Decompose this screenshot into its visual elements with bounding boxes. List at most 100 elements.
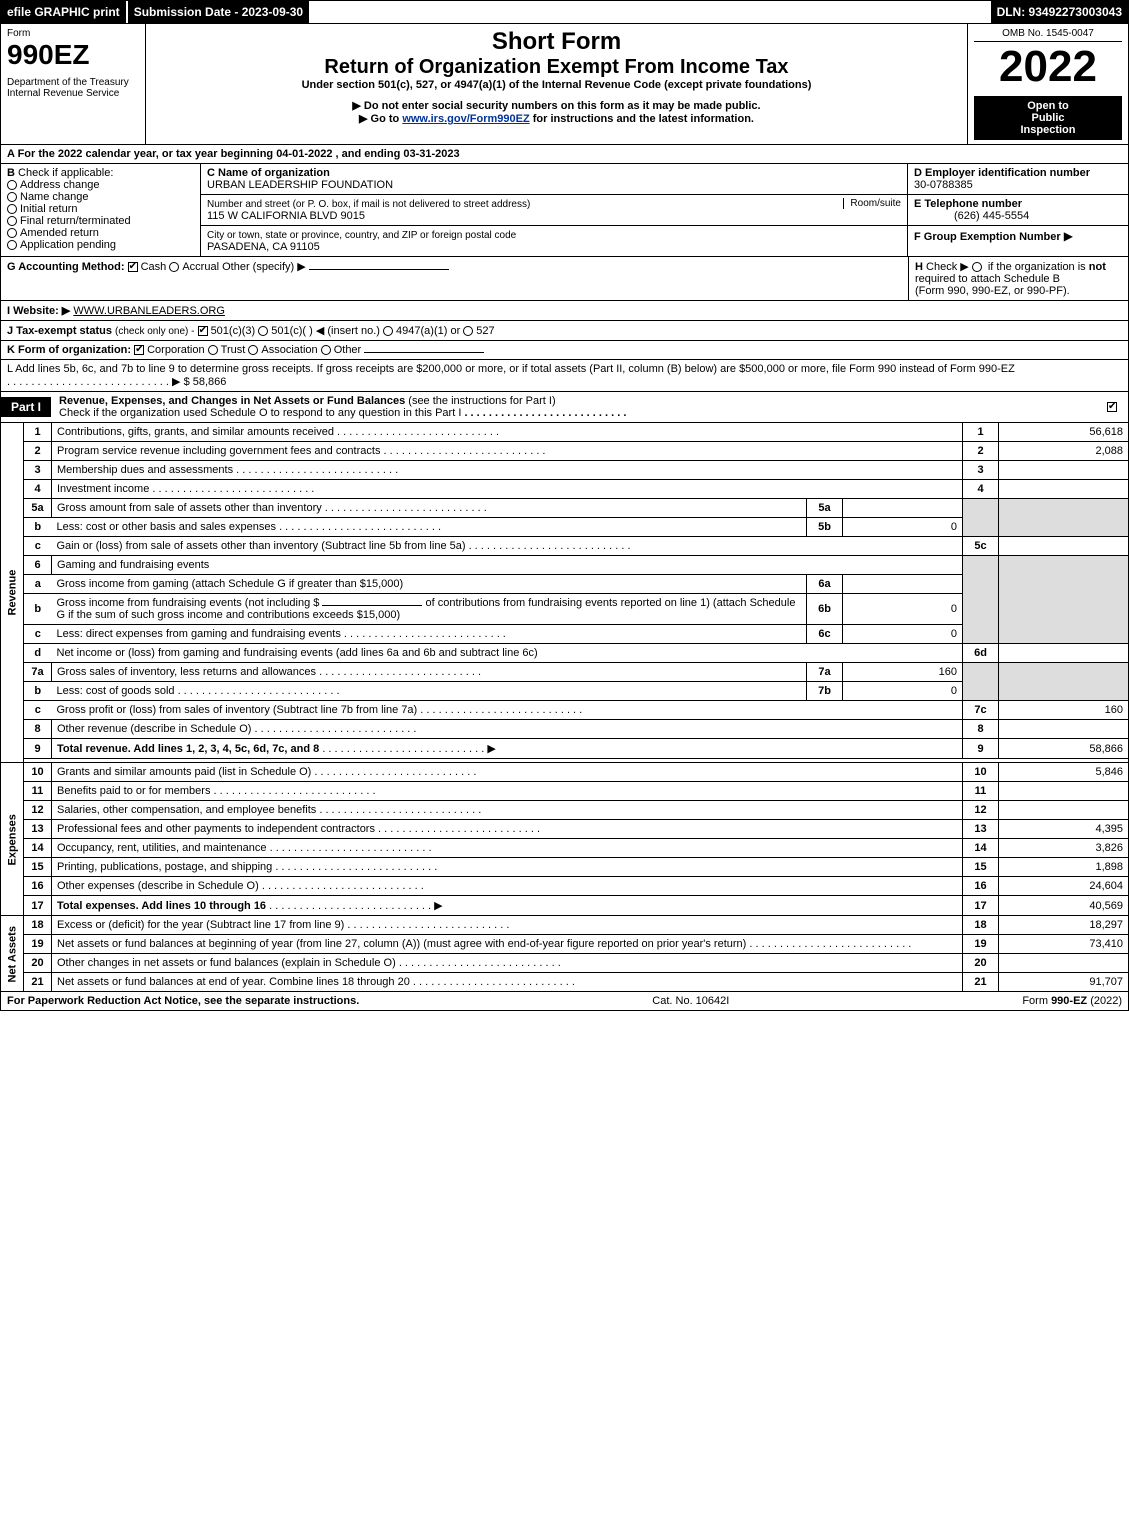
line-1-rn: 1 xyxy=(963,423,999,442)
application-pending-label: Application pending xyxy=(20,239,116,251)
line-7b-text: Less: cost of goods sold xyxy=(57,685,175,697)
ein-value: 30-0788385 xyxy=(914,179,973,191)
shade-6 xyxy=(963,556,999,644)
line-18-desc: Excess or (deficit) for the year (Subtra… xyxy=(52,916,963,935)
dots-icon xyxy=(410,976,575,988)
j-501c-b: ) ◀ (insert no.) xyxy=(309,325,380,337)
k-other-checkbox[interactable] xyxy=(321,345,331,355)
other-input[interactable] xyxy=(309,269,449,270)
irs-link[interactable]: www.irs.gov/Form990EZ xyxy=(402,113,529,125)
h-text2: if the organization is xyxy=(988,261,1086,273)
form-header: Form 990EZ Department of the Treasury In… xyxy=(0,24,1129,145)
j-4947-checkbox[interactable] xyxy=(383,326,393,336)
line-11-num: 11 xyxy=(24,782,52,801)
line-5a-mn: 5a xyxy=(807,499,843,518)
line-5a-mv xyxy=(843,499,963,518)
footer-right-pre: Form xyxy=(1022,995,1051,1007)
l-dots xyxy=(7,376,169,388)
line-5c-num: c xyxy=(24,537,52,556)
name-change-checkbox[interactable] xyxy=(7,192,17,202)
line-6c-text: Less: direct expenses from gaming and fu… xyxy=(57,628,341,640)
line-14-text: Occupancy, rent, utilities, and maintena… xyxy=(57,842,267,854)
line-4-rn: 4 xyxy=(963,480,999,499)
website-value[interactable]: WWW.URBANLEADERS.ORG xyxy=(73,305,225,317)
cash-label: Cash xyxy=(141,261,167,273)
section-k: K Form of organization: Corporation Trus… xyxy=(0,341,1129,360)
address-change-checkbox[interactable] xyxy=(7,180,17,190)
expenses-table: Expenses 10 Grants and similar amounts p… xyxy=(0,763,1129,916)
line-8-num: 8 xyxy=(24,720,52,739)
line-6d-desc: Net income or (loss) from gaming and fun… xyxy=(52,644,963,663)
accrual-checkbox[interactable] xyxy=(169,262,179,272)
line-2-desc: Program service revenue including govern… xyxy=(52,442,963,461)
6b-blank[interactable] xyxy=(322,605,422,606)
line-15-desc: Printing, publications, postage, and shi… xyxy=(52,858,963,877)
cash-checkbox[interactable] xyxy=(128,262,138,272)
dots-icon xyxy=(276,521,441,533)
f-label: F Group Exemption Number xyxy=(914,231,1061,243)
k-assoc: Association xyxy=(261,344,317,356)
footer-left: For Paperwork Reduction Act Notice, see … xyxy=(7,995,359,1007)
dots-icon xyxy=(259,880,424,892)
line-1-desc: Contributions, gifts, grants, and simila… xyxy=(52,423,963,442)
line-5c-desc: Gain or (loss) from sale of assets other… xyxy=(52,537,963,556)
footer-right: Form 990-EZ (2022) xyxy=(1022,995,1122,1007)
d-label: D Employer identification number xyxy=(914,167,1090,179)
j-501c: 501(c)( xyxy=(271,325,306,337)
k-trust-checkbox[interactable] xyxy=(208,345,218,355)
line-3-num: 3 xyxy=(24,461,52,480)
spacer-row xyxy=(24,759,1129,763)
name-change-label: Name change xyxy=(20,191,89,203)
line-21-desc: Net assets or fund balances at end of ye… xyxy=(52,973,963,992)
final-return-checkbox[interactable] xyxy=(7,216,17,226)
amended-checkbox[interactable] xyxy=(7,228,17,238)
j-527-checkbox[interactable] xyxy=(463,326,473,336)
dots-icon xyxy=(266,900,431,912)
line-2-val: 2,088 xyxy=(999,442,1129,461)
line-20-rn: 20 xyxy=(963,954,999,973)
revenue-side-label: Revenue xyxy=(1,423,24,763)
line-17-num: 17 xyxy=(24,896,52,916)
initial-return-checkbox[interactable] xyxy=(7,204,17,214)
tax-year: 2022 xyxy=(974,42,1122,92)
line-4-text: Investment income xyxy=(57,483,149,495)
j-501c3-checkbox[interactable] xyxy=(198,326,208,336)
line-6c-mn: 6c xyxy=(807,625,843,644)
j-501c3: 501(c)(3) xyxy=(211,325,256,337)
line-5c-rn: 5c xyxy=(963,537,999,556)
section-j: J Tax-exempt status (check only one) - 5… xyxy=(0,321,1129,341)
line-6c-desc: Less: direct expenses from gaming and fu… xyxy=(52,625,807,644)
part-1-header: Part I Revenue, Expenses, and Changes in… xyxy=(0,392,1129,423)
line-6d-num: d xyxy=(24,644,52,663)
k-corp: Corporation xyxy=(147,344,204,356)
line-12-text: Salaries, other compensation, and employ… xyxy=(57,804,316,816)
line-4-val xyxy=(999,480,1129,499)
k-assoc-checkbox[interactable] xyxy=(248,345,258,355)
h-checkbox[interactable] xyxy=(972,262,982,272)
line-2-num: 2 xyxy=(24,442,52,461)
line-7a-num: 7a xyxy=(24,663,52,682)
line-9-desc: Total revenue. Add lines 1, 2, 3, 4, 5c,… xyxy=(52,739,963,759)
line-16-val: 24,604 xyxy=(999,877,1129,896)
dept-label: Department of the Treasury xyxy=(7,77,139,88)
k-other-input[interactable] xyxy=(364,352,484,353)
line-20-num: 20 xyxy=(24,954,52,973)
k-corp-checkbox[interactable] xyxy=(134,345,144,355)
j-501c-checkbox[interactable] xyxy=(258,326,268,336)
line-9-val: 58,866 xyxy=(999,739,1129,759)
schedule-o-checkbox[interactable] xyxy=(1107,402,1117,412)
application-pending-checkbox[interactable] xyxy=(7,240,17,250)
k-other: Other xyxy=(334,344,362,356)
address-change-label: Address change xyxy=(20,179,100,191)
line-7b-num: b xyxy=(24,682,52,701)
line-15-num: 15 xyxy=(24,858,52,877)
dots-icon xyxy=(344,919,509,931)
header-left: Form 990EZ Department of the Treasury In… xyxy=(1,24,146,144)
city-value: PASADENA, CA 91105 xyxy=(207,241,320,253)
shade-5v xyxy=(999,499,1129,537)
line-6c-mv: 0 xyxy=(843,625,963,644)
line-5a-num: 5a xyxy=(24,499,52,518)
dots-icon xyxy=(175,685,340,697)
addr-value: 115 W CALIFORNIA BLVD 9015 xyxy=(207,210,365,222)
part-1-checkbox-cell xyxy=(1099,401,1128,413)
